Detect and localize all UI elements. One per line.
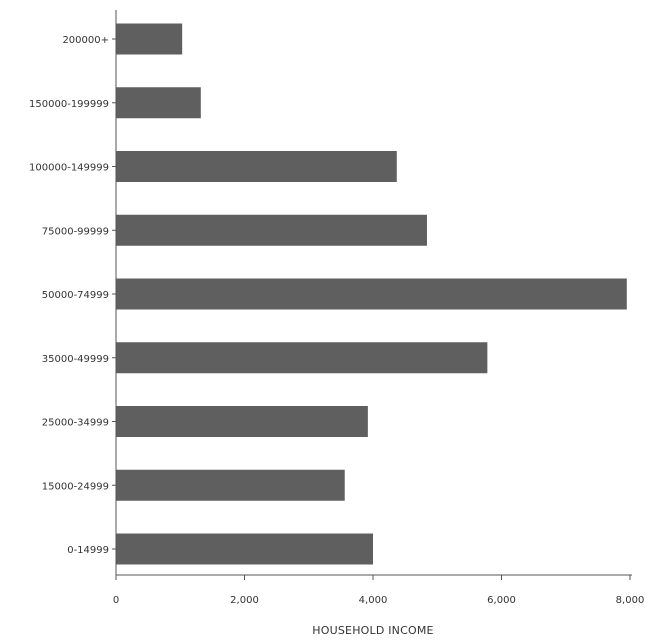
x-axis-ticks: 0 2,000 4,000 6,000 8,000 — [113, 575, 645, 606]
bar-25000-34999 — [116, 406, 368, 437]
x-tick-label: 4,000 — [359, 595, 388, 606]
category-label: 75000-99999 — [42, 226, 109, 237]
category-labels: 200000+ 150000-199999 100000-149999 75000-9… — [29, 35, 116, 556]
bar-100000-149999 — [116, 151, 397, 182]
bar-150000-199999 — [116, 87, 201, 119]
x-tick-label: 0 — [113, 595, 119, 606]
bars-group — [116, 23, 627, 565]
bar-50000-74999 — [116, 278, 627, 310]
category-label: 0-14999 — [67, 545, 109, 556]
category-label: 15000-24999 — [42, 481, 109, 492]
bar-200000+ — [116, 23, 183, 55]
bar-35000-49999 — [116, 342, 488, 374]
x-tick-label: 2,000 — [230, 595, 259, 606]
category-label: 150000-199999 — [29, 99, 109, 110]
x-tick-label: 6,000 — [487, 595, 516, 606]
x-tick-label: 8,000 — [616, 595, 645, 606]
bar-0-14999 — [116, 533, 373, 565]
category-label: 50000-74999 — [42, 290, 109, 301]
category-label: 25000-34999 — [42, 418, 109, 429]
bar-15000-24999 — [116, 469, 345, 501]
category-label: 35000-49999 — [42, 354, 109, 365]
category-label: 100000-149999 — [29, 163, 109, 174]
bar-75000-99999 — [116, 214, 427, 246]
x-axis-title: HOUSEHOLD INCOME — [312, 624, 433, 637]
category-label: 200000+ — [62, 35, 109, 46]
